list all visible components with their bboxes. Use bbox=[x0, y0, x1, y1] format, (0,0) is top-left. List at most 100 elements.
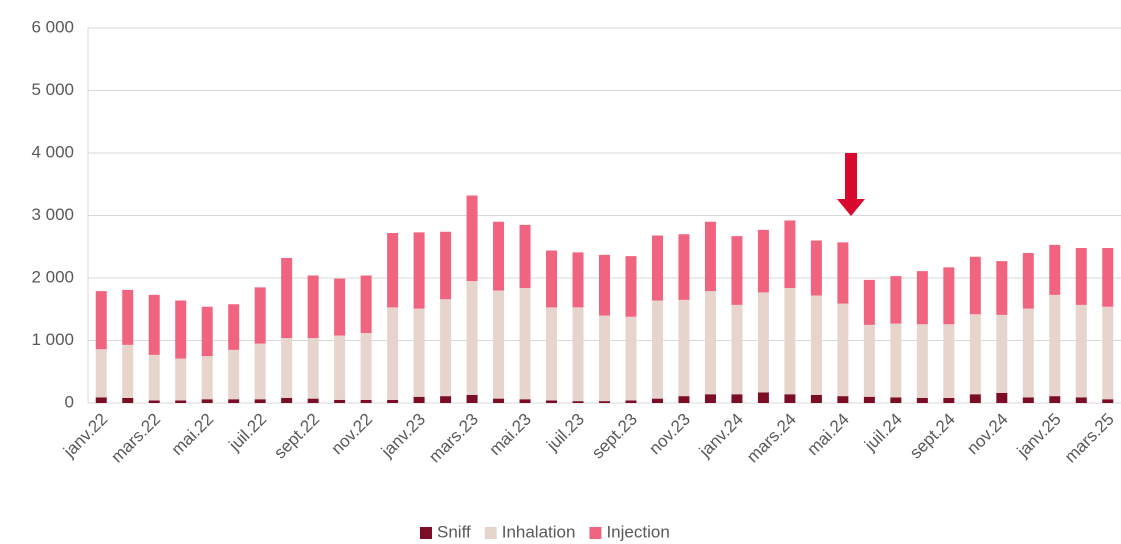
bar-segment bbox=[334, 399, 346, 403]
bar-segment bbox=[996, 314, 1008, 393]
bar-segment bbox=[360, 275, 372, 333]
bar-segment bbox=[757, 229, 769, 293]
bar-segment bbox=[148, 294, 160, 355]
bar-segment bbox=[969, 314, 981, 395]
bar-segment bbox=[731, 394, 743, 403]
bar-segment bbox=[943, 398, 955, 403]
bar-segment bbox=[546, 400, 558, 403]
bar-segment bbox=[1102, 248, 1114, 307]
bar-segment bbox=[175, 358, 187, 401]
bar-segment bbox=[228, 399, 240, 403]
bar-segment bbox=[546, 250, 558, 308]
annotation-arrow bbox=[837, 153, 865, 216]
bar-segment bbox=[519, 288, 531, 400]
bar-segment bbox=[360, 333, 372, 400]
x-tick-label: mars.25 bbox=[1061, 410, 1118, 467]
y-tick-label: 6 000 bbox=[31, 17, 74, 36]
legend-swatch bbox=[484, 527, 497, 539]
bar-segment bbox=[943, 267, 955, 325]
x-tick-label: mai.23 bbox=[486, 410, 536, 460]
bar-segment bbox=[1102, 306, 1114, 400]
bar-segment bbox=[546, 307, 558, 401]
bar-segment bbox=[334, 278, 346, 336]
bar-segment bbox=[969, 256, 981, 315]
bar-segment bbox=[254, 399, 266, 403]
y-tick-label: 0 bbox=[65, 392, 74, 411]
bar-segment bbox=[837, 303, 849, 397]
bar-segment bbox=[1022, 308, 1034, 398]
bar-segment bbox=[201, 306, 213, 357]
x-tick-label: janv.22 bbox=[59, 410, 111, 462]
bar-segment bbox=[148, 354, 160, 401]
bar-segment bbox=[519, 224, 531, 288]
bar-segment bbox=[863, 396, 875, 403]
bar-segment bbox=[678, 396, 690, 403]
x-tick-label: mars.24 bbox=[743, 410, 800, 467]
bar-segment bbox=[969, 394, 981, 403]
bar-segment bbox=[1049, 294, 1061, 397]
bar-segment bbox=[651, 235, 663, 301]
bar-segment bbox=[916, 398, 928, 403]
bar-segment bbox=[916, 271, 928, 325]
bar-segment bbox=[466, 195, 478, 282]
bar-segment bbox=[784, 394, 796, 403]
bar-segment bbox=[625, 400, 637, 403]
bar-segment bbox=[228, 304, 240, 350]
bar-segment bbox=[810, 295, 822, 395]
bar-segment bbox=[281, 398, 293, 403]
bar-segment bbox=[704, 291, 716, 395]
bar-segment bbox=[890, 276, 902, 324]
bar-segment bbox=[440, 231, 452, 300]
bar-segment bbox=[757, 292, 769, 393]
bar-segment bbox=[863, 324, 875, 397]
bar-segment bbox=[1102, 399, 1114, 403]
bar-segment bbox=[1022, 397, 1034, 403]
bar-segment bbox=[413, 232, 425, 309]
x-tick-label: nov.22 bbox=[327, 410, 376, 459]
x-tick-label: sept.24 bbox=[906, 410, 959, 463]
legend: Sniff Inhalation Injection bbox=[420, 522, 670, 541]
bar-segment bbox=[440, 396, 452, 403]
bar-segment bbox=[1075, 304, 1087, 398]
bar-segment bbox=[572, 307, 584, 402]
bar-segment bbox=[387, 307, 399, 400]
bar-segment bbox=[678, 299, 690, 397]
bar-segment bbox=[254, 343, 266, 400]
bar-segment bbox=[651, 300, 663, 399]
bar-segment bbox=[307, 275, 319, 338]
bar-segment bbox=[307, 398, 319, 403]
bar-segment bbox=[201, 399, 213, 403]
x-tick-label: mars.22 bbox=[107, 410, 164, 467]
bar-segment bbox=[281, 338, 293, 398]
bar-segment bbox=[784, 220, 796, 288]
bar-segment bbox=[837, 396, 849, 403]
bar-segment bbox=[996, 261, 1008, 315]
bar-segment bbox=[731, 236, 743, 305]
bar-segment bbox=[387, 399, 399, 403]
y-tick-label: 4 000 bbox=[31, 142, 74, 161]
y-tick-label: 3 000 bbox=[31, 205, 74, 224]
bar-segment bbox=[413, 396, 425, 403]
legend-label: Sniff bbox=[437, 522, 471, 541]
x-tick-label: nov.24 bbox=[963, 410, 1012, 459]
y-tick-label: 1 000 bbox=[31, 330, 74, 349]
bar-segment bbox=[916, 324, 928, 398]
bar-segment bbox=[810, 394, 822, 403]
bar-segment bbox=[572, 252, 584, 308]
bar-segment bbox=[625, 256, 637, 317]
bar-segment bbox=[493, 398, 505, 403]
bar-segment bbox=[599, 401, 610, 403]
bar-segment bbox=[360, 399, 372, 403]
x-tick-label: janv.24 bbox=[695, 410, 747, 462]
bar-segment bbox=[996, 393, 1008, 403]
bar-segment bbox=[334, 335, 346, 400]
legend-label: Inhalation bbox=[502, 522, 576, 541]
bar-segment bbox=[148, 400, 160, 403]
bar-segment bbox=[1049, 244, 1061, 295]
bar-segment bbox=[466, 281, 478, 395]
x-tick-label: mai.24 bbox=[803, 410, 853, 460]
bar-segment bbox=[175, 300, 187, 359]
bar-segment bbox=[122, 344, 134, 398]
